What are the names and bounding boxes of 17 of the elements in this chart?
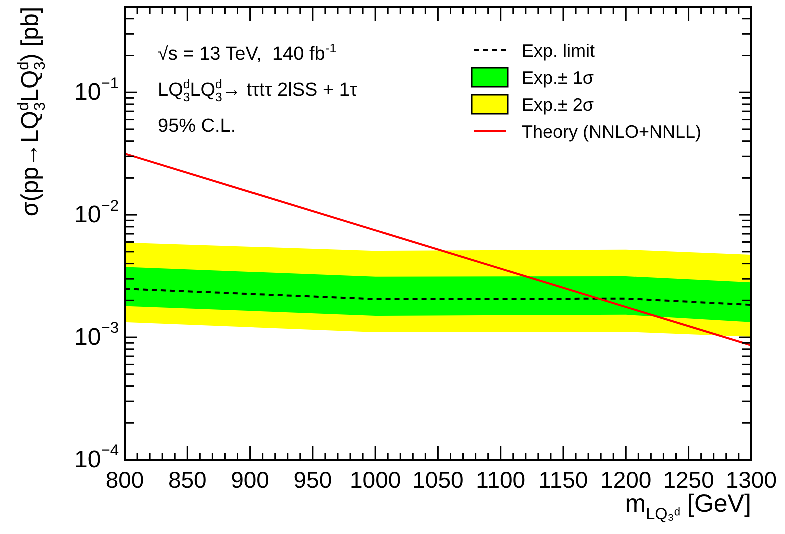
x-tick-label: 1000 — [350, 467, 402, 494]
annotation: 95% C.L. — [158, 116, 236, 137]
x-tick-label: 900 — [231, 467, 270, 494]
legend-label: Exp. limit — [522, 41, 596, 61]
x-tick-label: 1050 — [412, 467, 464, 494]
x-tick-label: 950 — [294, 467, 332, 494]
x-tick-label: 1200 — [600, 467, 652, 494]
legend-label: Exp.± 2σ — [522, 95, 594, 115]
legend-label: Theory (NNLO+NNLL) — [522, 122, 702, 142]
legend-label: Exp.± 1σ — [522, 68, 594, 88]
x-tick-label: 1250 — [663, 467, 714, 494]
x-tick-label: 800 — [106, 467, 144, 494]
x-tick-label: 850 — [168, 467, 207, 494]
x-tick-label: 1150 — [538, 467, 588, 494]
x-tick-label: 1100 — [476, 467, 526, 494]
x-tick-label: 1300 — [726, 467, 778, 494]
y-axis-title: σ(pp→LQ3dLQ3d) [pb] — [15, 6, 50, 217]
